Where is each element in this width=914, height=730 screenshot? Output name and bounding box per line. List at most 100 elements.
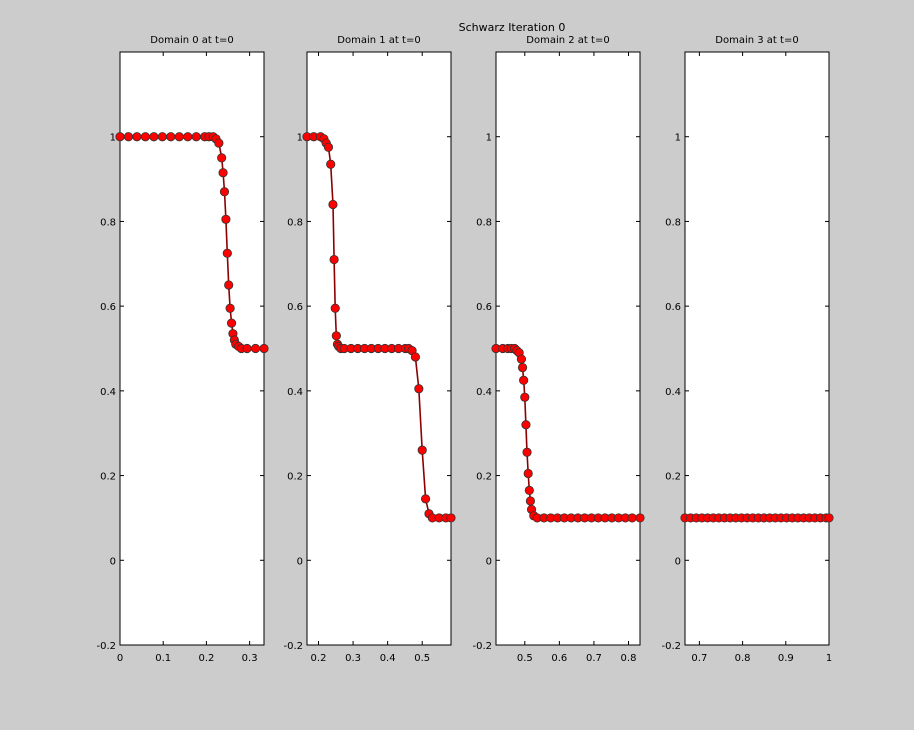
data-point <box>123 132 134 142</box>
data-point <box>523 468 533 479</box>
y-tick-label: 1 <box>110 133 116 144</box>
x-tick-label: 0.1 <box>155 653 171 664</box>
data-point <box>219 187 230 197</box>
y-tick-label: -0.2 <box>283 641 303 652</box>
data-point <box>221 214 231 224</box>
data-point <box>417 445 427 455</box>
data-point <box>174 132 184 142</box>
data-point <box>224 280 234 290</box>
y-tick-label: -0.2 <box>661 641 681 652</box>
data-point <box>250 343 261 354</box>
data-point <box>183 132 193 142</box>
subplot-title: Domain 0 at t=0 <box>150 35 233 46</box>
y-tick-label: 0.8 <box>665 217 681 228</box>
y-tick-label: 0.6 <box>665 302 681 313</box>
y-tick-label: 0.6 <box>476 302 492 313</box>
x-tick-label: 0.8 <box>735 653 751 664</box>
x-tick-label: 0.5 <box>517 653 533 664</box>
y-tick-label: 1 <box>486 133 492 144</box>
y-tick-label: 0.6 <box>100 302 116 313</box>
subplot-title: Domain 2 at t=0 <box>526 35 609 46</box>
data-point <box>225 303 235 313</box>
y-tick-label: 0 <box>486 556 492 567</box>
data-point <box>191 132 201 142</box>
data-point <box>414 384 424 394</box>
data-point <box>157 132 167 142</box>
data-point <box>326 159 336 169</box>
data-point <box>132 132 142 142</box>
data-point <box>328 199 338 210</box>
x-tick-label: 0.2 <box>311 653 327 664</box>
subplot-domain-3: Domain 3 at t=0 -0.2 0 0.2 0.4 0.6 0.8 1 0.7 0.8 0… <box>661 35 834 664</box>
subplot-title: Domain 1 at t=0 <box>337 35 420 46</box>
data-point <box>214 138 224 148</box>
y-tick-label: 0.8 <box>100 217 116 228</box>
y-tick-label: 0.8 <box>476 217 492 228</box>
y-tick-label: 0.8 <box>287 217 303 228</box>
y-tick-label: 0 <box>297 556 303 567</box>
y-tick-label: 0.4 <box>100 387 116 398</box>
data-point <box>331 331 341 341</box>
data-point <box>218 168 228 178</box>
data-point <box>323 142 334 152</box>
x-tick-label: 0.2 <box>198 653 214 664</box>
data-point <box>222 248 232 258</box>
data-point <box>627 513 637 523</box>
subplot-title: Domain 3 at t=0 <box>715 35 798 46</box>
x-tick-label: 0.7 <box>691 653 707 664</box>
data-point <box>525 496 536 506</box>
x-tick-label: 0 <box>117 653 123 664</box>
data-point <box>242 343 252 354</box>
data-point <box>521 420 531 430</box>
x-tick-label: 0.7 <box>586 653 602 664</box>
data-point <box>524 485 534 495</box>
y-tick-label: 1 <box>297 133 303 144</box>
data-point <box>522 447 532 457</box>
data-point <box>517 362 528 373</box>
subplot-domain-2: Domain 2 at t=0 -0.2 0 0.2 0.4 0.6 0.8 1 0.5 0.6 0… <box>472 35 645 664</box>
data-point <box>519 375 529 385</box>
data-point <box>217 153 227 163</box>
y-tick-label: 0 <box>675 556 681 567</box>
y-tick-label: -0.2 <box>472 641 492 652</box>
y-tick-label: 0.2 <box>100 472 116 483</box>
y-tick-label: 1 <box>675 133 681 144</box>
data-point <box>115 132 125 142</box>
y-tick-label: -0.2 <box>96 641 116 652</box>
x-tick-label: 0.5 <box>414 653 430 664</box>
y-tick-label: 0.2 <box>665 472 681 483</box>
x-tick-label: 0.3 <box>345 653 361 664</box>
data-point <box>140 132 151 142</box>
y-tick-label: 0.4 <box>665 387 681 398</box>
data-point <box>149 132 159 142</box>
data-point <box>329 254 339 265</box>
data-point <box>446 513 456 523</box>
x-tick-label: 1 <box>826 653 832 664</box>
subplot-domain-0: Domain 0 at t=0-0.200.20.40.60.810 0.1 0.2… <box>96 35 269 664</box>
data-point <box>420 494 431 504</box>
y-tick-label: 0.2 <box>476 472 492 483</box>
x-tick-label: 0.9 <box>778 653 794 664</box>
data-point <box>520 392 530 402</box>
y-tick-label: 0 <box>110 556 116 567</box>
y-tick-label: 0.4 <box>287 387 303 398</box>
data-point <box>410 352 421 362</box>
data-point <box>635 513 645 523</box>
data-point <box>516 354 527 364</box>
x-tick-label: 0.6 <box>551 653 567 664</box>
data-point <box>330 303 340 313</box>
y-tick-label: 0.4 <box>476 387 492 398</box>
x-tick-label: 0.8 <box>621 653 637 664</box>
data-point <box>259 343 269 354</box>
plot-area <box>684 51 830 646</box>
figure-suptitle: Schwarz Iteration 0 <box>459 21 566 34</box>
data-point <box>824 513 834 523</box>
data-point <box>166 132 176 142</box>
x-tick-label: 0.3 <box>242 653 258 664</box>
subplot-domain-1: Domain 1 at t=0 -0.2 0 0.2 0.4 0.6 0.8 1 0.2 0.3 0… <box>283 35 456 664</box>
y-tick-label: 0.2 <box>287 472 303 483</box>
x-tick-label: 0.4 <box>380 653 396 664</box>
data-point <box>226 318 237 328</box>
